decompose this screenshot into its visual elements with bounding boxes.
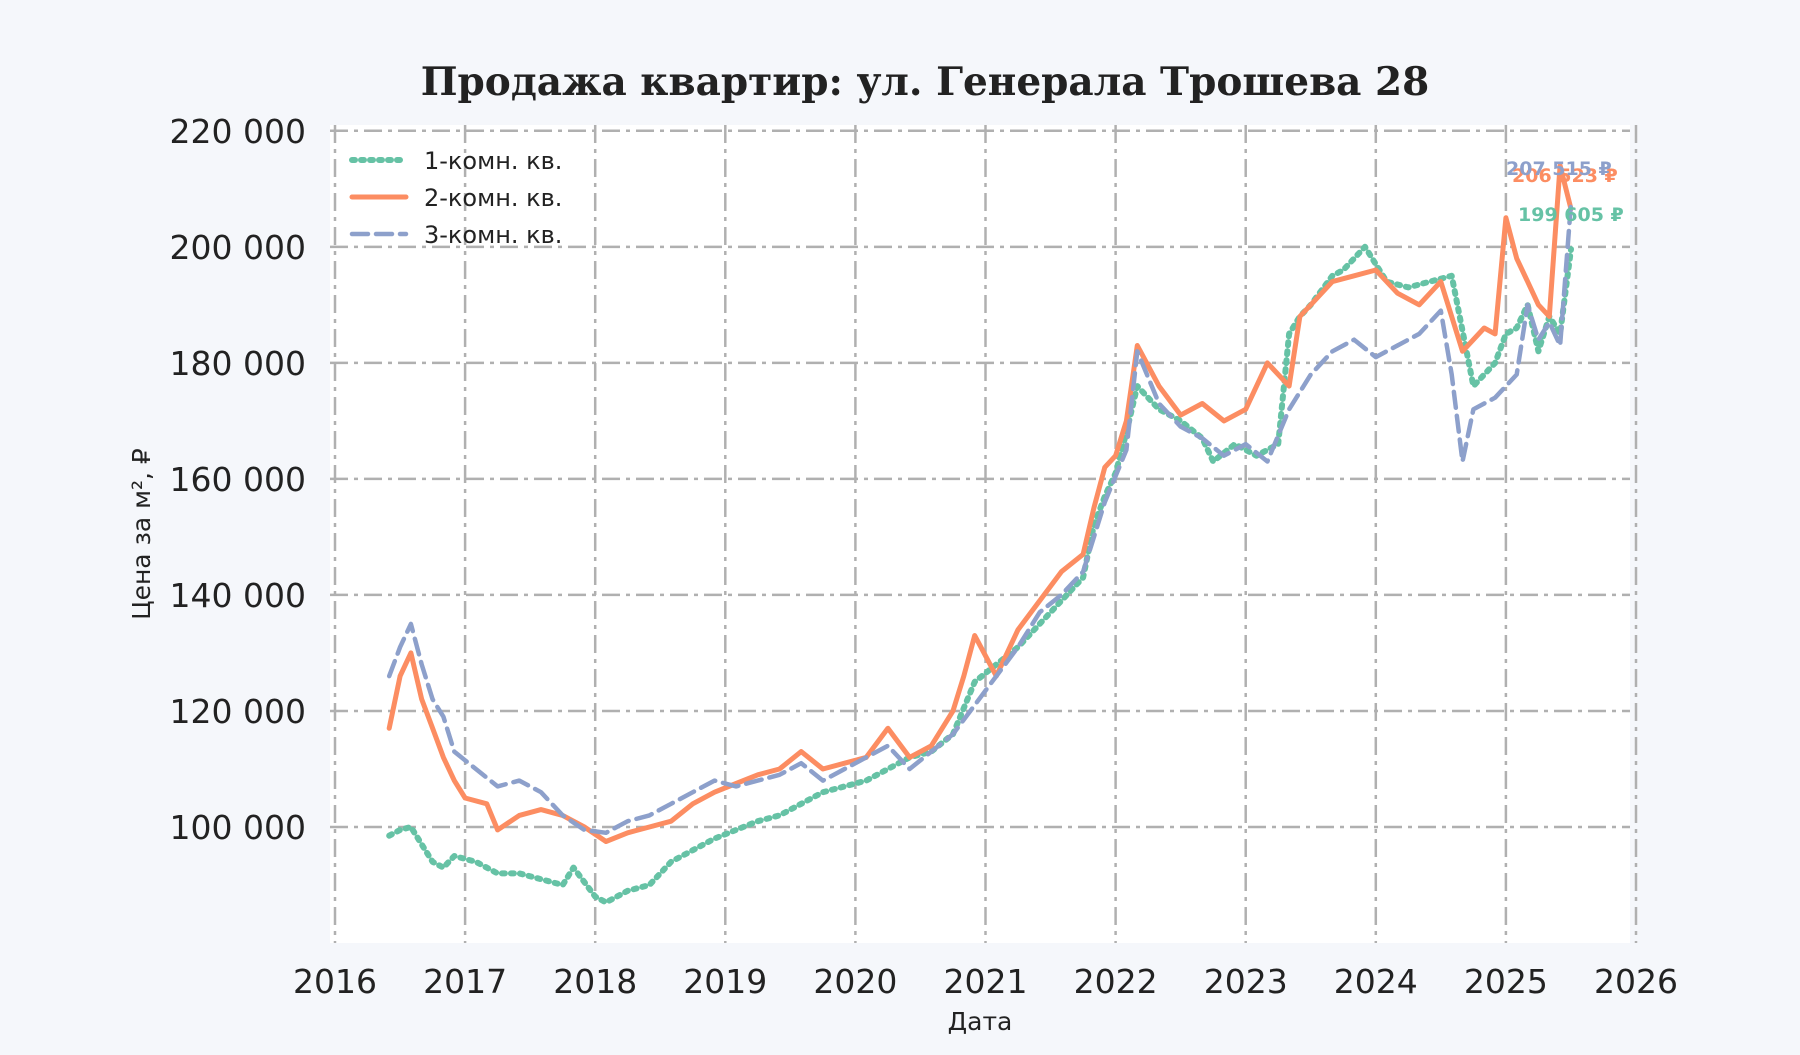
- x-tick-label: 2025: [1464, 962, 1548, 1001]
- series-line-2-room: [386, 163, 1574, 844]
- y-axis-label: Цена за м², ₽: [127, 448, 156, 620]
- x-tick-label: 2017: [423, 962, 507, 1001]
- y-tick-label: 120 000: [170, 692, 306, 731]
- plot-background: [330, 125, 1630, 943]
- x-tick-label: 2023: [1204, 962, 1288, 1001]
- y-tick-label: 200 000: [170, 228, 306, 267]
- series-lines: [386, 163, 1574, 906]
- end-label-2-room: 206 523 ₽: [1512, 165, 1618, 187]
- x-tick-label: 2020: [813, 962, 897, 1001]
- legend: 1-комн. кв. 2-комн. кв. 3-комн. кв.: [349, 147, 562, 249]
- x-axis-label: Дата: [948, 1007, 1013, 1036]
- chart-title: Продажа квартир: ул. Генерала Трошева 28: [421, 59, 1430, 105]
- y-tick-label: 180 000: [170, 344, 306, 383]
- legend-label-2-room: 2-комн. кв.: [424, 184, 562, 212]
- end-labels: 199 605 ₽ 206 523 ₽207 515 ₽: [1506, 158, 1624, 226]
- series-line-3-room: [386, 200, 1574, 836]
- y-tick-label: 220 000: [170, 112, 306, 151]
- legend-label-3-room: 3-комн. кв.: [424, 221, 562, 249]
- y-tick-label: 140 000: [170, 576, 306, 615]
- x-tick-label: 2018: [553, 962, 637, 1001]
- x-tick-label: 2016: [293, 962, 377, 1001]
- y-tick-label: 100 000: [170, 808, 306, 847]
- series-line-1-room: [386, 243, 1574, 906]
- legend-label-1-room: 1-комн. кв.: [424, 147, 562, 175]
- x-tick-label: 2019: [683, 962, 767, 1001]
- end-label-1-room: 199 605 ₽: [1518, 204, 1624, 226]
- tick-labels: 2016 2017 2018 2019 2020 2021 2022 2023 2024 2025…: [170, 112, 1678, 1001]
- y-tick-label: 160 000: [170, 460, 306, 499]
- x-tick-label: 2022: [1074, 962, 1158, 1001]
- x-tick-label: 2026: [1594, 962, 1678, 1001]
- x-tick-label: 2021: [944, 962, 1028, 1001]
- end-label-3-room: 207 515 ₽: [1506, 158, 1612, 180]
- x-tick-label: 2024: [1334, 962, 1418, 1001]
